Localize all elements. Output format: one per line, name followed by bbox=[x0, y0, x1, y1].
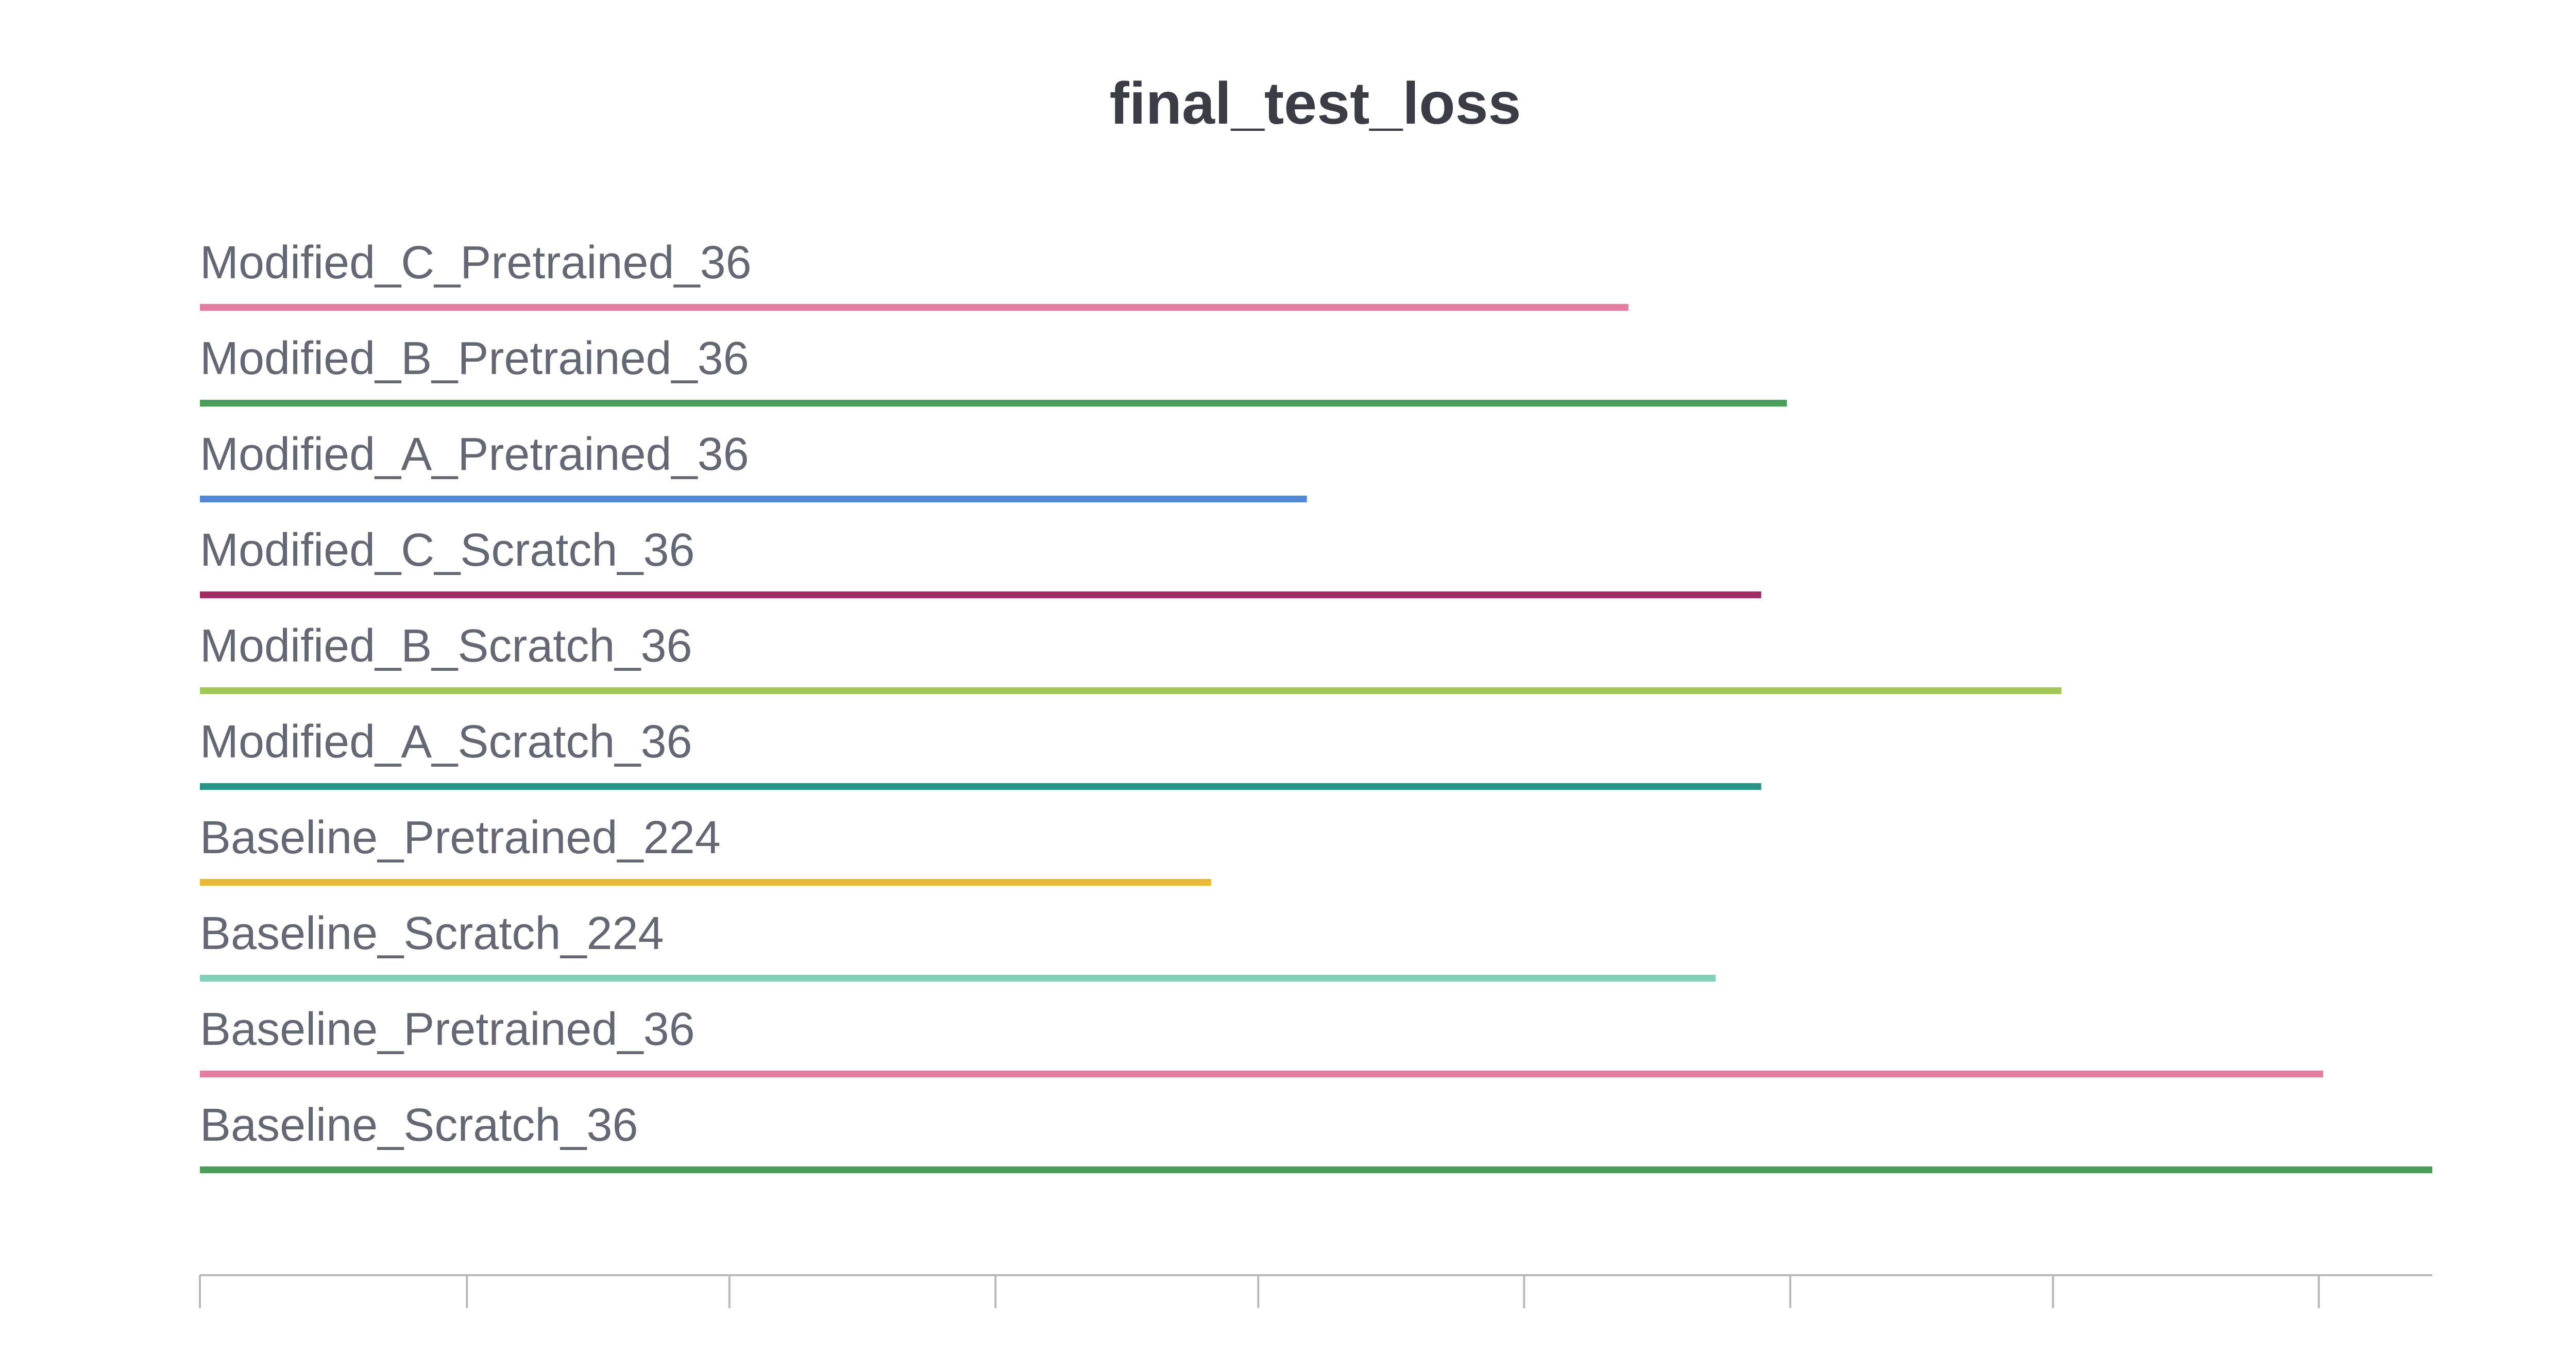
bar bbox=[200, 687, 2062, 694]
bar-label: Modified_A_Scratch_36 bbox=[200, 716, 692, 768]
bar-label: Baseline_Scratch_224 bbox=[200, 908, 664, 959]
bar-label: Modified_C_Pretrained_36 bbox=[200, 237, 752, 289]
bar bbox=[200, 783, 1761, 790]
bar bbox=[200, 975, 1716, 981]
bar-label: Modified_A_Pretrained_36 bbox=[200, 429, 749, 480]
chart-title: final_test_loss bbox=[1110, 71, 1521, 137]
bar-label: Modified_C_Scratch_36 bbox=[200, 524, 695, 576]
bar-label: Baseline_Pretrained_224 bbox=[200, 812, 721, 864]
bar-label: Baseline_Pretrained_36 bbox=[200, 1004, 695, 1055]
bar bbox=[200, 1166, 2432, 1173]
bar bbox=[200, 879, 1211, 886]
x-axis bbox=[199, 1274, 2432, 1308]
bar bbox=[200, 591, 1761, 598]
bar-label: Baseline_Scratch_36 bbox=[200, 1099, 638, 1151]
bar bbox=[200, 304, 1629, 311]
bar bbox=[200, 1071, 2324, 1077]
bar bbox=[200, 496, 1307, 502]
bar bbox=[200, 400, 1787, 407]
bars-layer: Modified_C_Pretrained_36 Modified_B_Pretr… bbox=[200, 237, 2432, 1173]
bar-label: Modified_B_Scratch_36 bbox=[200, 620, 692, 672]
bar-label: Modified_B_Pretrained_36 bbox=[200, 333, 749, 384]
